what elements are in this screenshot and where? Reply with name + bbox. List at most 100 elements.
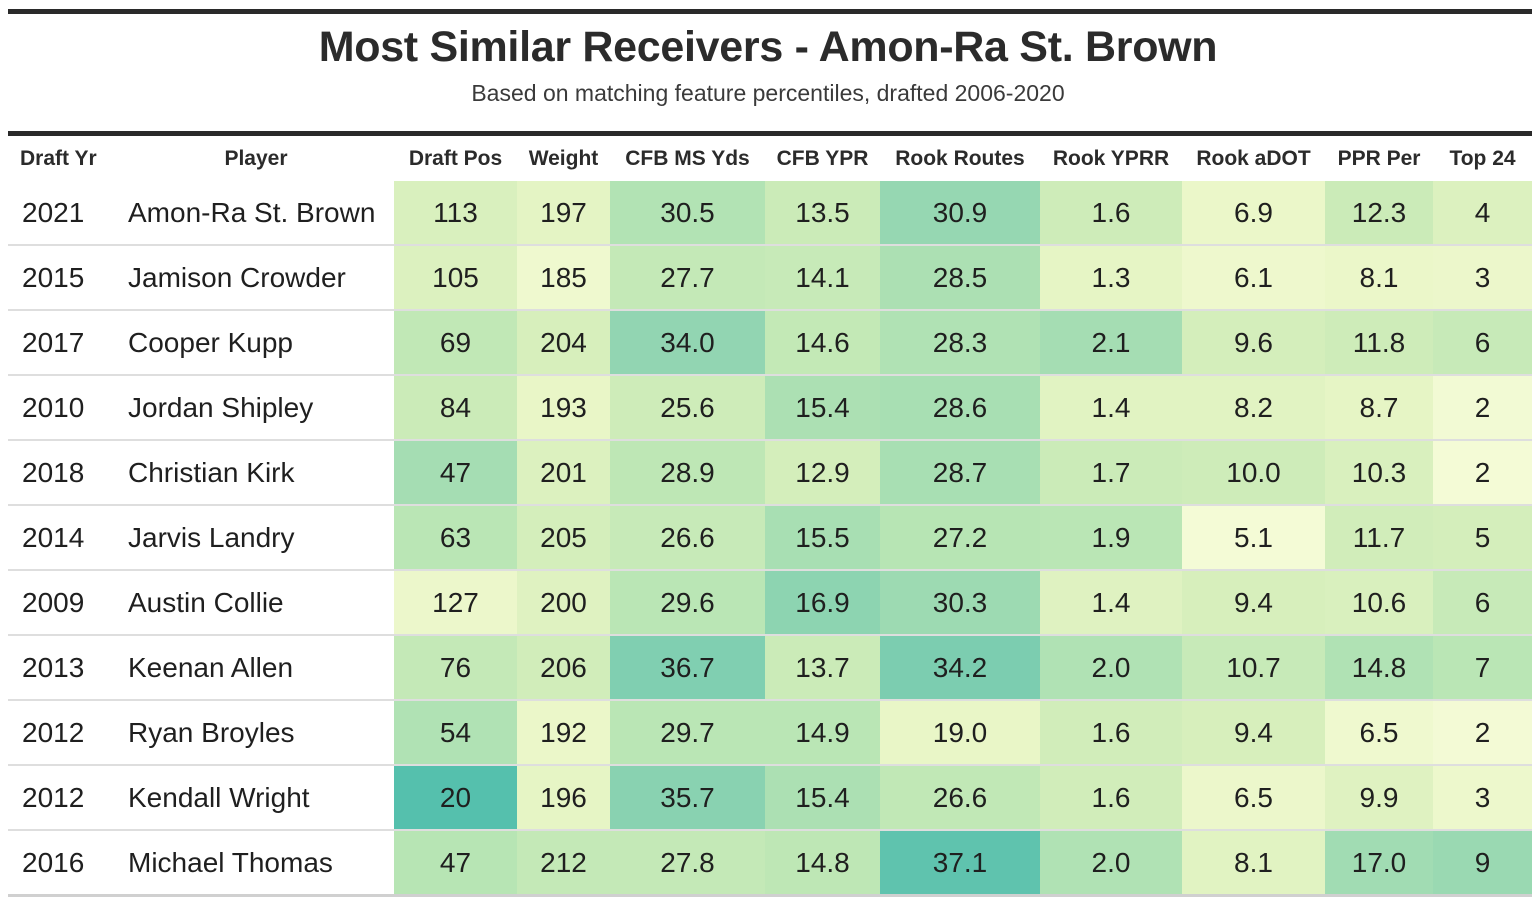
cell-rook-yprr: 2.0	[1040, 830, 1182, 897]
cell-draft-yr: 2021	[8, 181, 118, 246]
table-row: 2017 Cooper Kupp 69 204 34.0 14.6 28.3 2.1 9.6 11…	[8, 310, 1532, 376]
cell-ppr-per: 10.3	[1325, 440, 1433, 506]
column-header-rook-yprr[interactable]: Rook YPRR	[1052, 146, 1170, 170]
cell-draft-yr: 2014	[8, 505, 118, 571]
cell-weight: 196	[517, 765, 610, 831]
cell-draft-pos: 127	[394, 570, 517, 636]
cell-draft-yr: 2015	[8, 245, 118, 311]
cell-draft-yr: 2009	[8, 570, 118, 636]
table-header: Draft Yr Player Draft Pos Weight CFB MS …	[8, 136, 1532, 181]
cell-rook-routes: 26.6	[880, 765, 1040, 831]
cell-ppr-per: 11.7	[1325, 505, 1433, 571]
cell-draft-yr: 2017	[8, 310, 118, 376]
cell-cfb-ms-yds: 27.8	[610, 830, 765, 897]
column-header-ppr-per[interactable]: PPR Per	[1337, 146, 1421, 170]
column-header-top-24[interactable]: Top 24	[1449, 146, 1516, 170]
column-header-cfb-ms-yds[interactable]: CFB MS Yds	[625, 146, 750, 170]
cell-cfb-ypr: 15.5	[765, 505, 880, 571]
column-header-draft-yr[interactable]: Draft Yr	[20, 146, 97, 170]
cell-player-name: Kendall Wright	[118, 765, 394, 831]
header-top-rule	[8, 131, 1532, 136]
cell-weight: 193	[517, 375, 610, 441]
cell-weight: 185	[517, 245, 610, 311]
cell-top-24: 5	[1433, 505, 1532, 571]
cell-draft-pos: 54	[394, 700, 517, 766]
cell-cfb-ms-yds: 29.6	[610, 570, 765, 636]
cell-rook-adot: 9.4	[1182, 700, 1325, 766]
cell-cfb-ypr: 14.9	[765, 700, 880, 766]
cell-cfb-ms-yds: 29.7	[610, 700, 765, 766]
cell-rook-adot: 8.2	[1182, 375, 1325, 441]
cell-draft-yr: 2010	[8, 375, 118, 441]
cell-rook-routes: 28.5	[880, 245, 1040, 311]
cell-draft-yr: 2012	[8, 765, 118, 831]
header-row: Draft Yr Player Draft Pos Weight CFB MS …	[8, 136, 1532, 181]
cell-cfb-ypr: 14.1	[765, 245, 880, 311]
table-row: 2012 Kendall Wright 20 196 35.7 15.4 26.6 1.6 6.…	[8, 765, 1532, 831]
cell-draft-pos: 63	[394, 505, 517, 571]
cell-player-name: Ryan Broyles	[118, 700, 394, 766]
cell-rook-adot: 9.4	[1182, 570, 1325, 636]
cell-weight: 197	[517, 181, 610, 246]
cell-draft-pos: 20	[394, 765, 517, 831]
cell-rook-routes: 30.3	[880, 570, 1040, 636]
column-header-cfb-ypr[interactable]: CFB YPR	[776, 146, 869, 170]
cell-draft-pos: 47	[394, 830, 517, 897]
cell-cfb-ms-yds: 35.7	[610, 765, 765, 831]
cell-rook-adot: 8.1	[1182, 830, 1325, 897]
cell-ppr-per: 10.6	[1325, 570, 1433, 636]
cell-cfb-ypr: 13.7	[765, 635, 880, 701]
cell-top-24: 6	[1433, 570, 1532, 636]
column-header-player[interactable]: Player	[224, 146, 288, 170]
cell-player-name: Keenan Allen	[118, 635, 394, 701]
table-row: 2016 Michael Thomas 47 212 27.8 14.8 37.1 2.0 8.…	[8, 830, 1532, 897]
cell-ppr-per: 14.8	[1325, 635, 1433, 701]
cell-rook-routes: 28.3	[880, 310, 1040, 376]
cell-top-24: 2	[1433, 375, 1532, 441]
cell-rook-adot: 9.6	[1182, 310, 1325, 376]
column-header-draft-pos[interactable]: Draft Pos	[408, 146, 503, 170]
table-row: 2014 Jarvis Landry 63 205 26.6 15.5 27.2 1.9 5.1…	[8, 505, 1532, 571]
cell-rook-adot: 6.5	[1182, 765, 1325, 831]
cell-draft-pos: 84	[394, 375, 517, 441]
page-subtitle: Based on matching feature percentiles, d…	[471, 80, 1065, 107]
column-header-rook-adot[interactable]: Rook aDOT	[1196, 146, 1311, 170]
cell-cfb-ms-yds: 36.7	[610, 635, 765, 701]
cell-cfb-ms-yds: 30.5	[610, 181, 765, 246]
cell-top-24: 3	[1433, 765, 1532, 831]
cell-rook-yprr: 1.4	[1040, 375, 1182, 441]
similar-receivers-table: Draft Yr Player Draft Pos Weight CFB MS …	[8, 136, 1532, 897]
cell-weight: 205	[517, 505, 610, 571]
cell-rook-adot: 6.1	[1182, 245, 1325, 311]
column-header-weight[interactable]: Weight	[528, 146, 599, 170]
table-row: 2010 Jordan Shipley 84 193 25.6 15.4 28.6 1.4 8.…	[8, 375, 1532, 441]
cell-rook-routes: 37.1	[880, 830, 1040, 897]
cell-draft-yr: 2012	[8, 700, 118, 766]
table-row: 2013 Keenan Allen 76 206 36.7 13.7 34.2 2.0 10.7…	[8, 635, 1532, 701]
cell-rook-yprr: 2.0	[1040, 635, 1182, 701]
cell-weight: 204	[517, 310, 610, 376]
cell-player-name: Amon-Ra St. Brown	[118, 181, 394, 246]
cell-player-name: Austin Collie	[118, 570, 394, 636]
cell-rook-routes: 28.7	[880, 440, 1040, 506]
cell-top-24: 2	[1433, 700, 1532, 766]
cell-weight: 206	[517, 635, 610, 701]
cell-cfb-ypr: 12.9	[765, 440, 880, 506]
cell-rook-routes: 27.2	[880, 505, 1040, 571]
cell-top-24: 4	[1433, 181, 1532, 246]
cell-rook-routes: 28.6	[880, 375, 1040, 441]
cell-rook-yprr: 1.6	[1040, 765, 1182, 831]
cell-weight: 200	[517, 570, 610, 636]
cell-player-name: Michael Thomas	[118, 830, 394, 897]
cell-draft-yr: 2013	[8, 635, 118, 701]
cell-cfb-ms-yds: 25.6	[610, 375, 765, 441]
column-header-rook-routes[interactable]: Rook Routes	[895, 146, 1025, 170]
cell-rook-yprr: 1.7	[1040, 440, 1182, 506]
cell-ppr-per: 9.9	[1325, 765, 1433, 831]
cell-cfb-ypr: 14.6	[765, 310, 880, 376]
cell-draft-pos: 69	[394, 310, 517, 376]
cell-rook-yprr: 1.6	[1040, 700, 1182, 766]
table-row: 2018 Christian Kirk 47 201 28.9 12.9 28.7 1.7 10…	[8, 440, 1532, 506]
cell-player-name: Jordan Shipley	[118, 375, 394, 441]
